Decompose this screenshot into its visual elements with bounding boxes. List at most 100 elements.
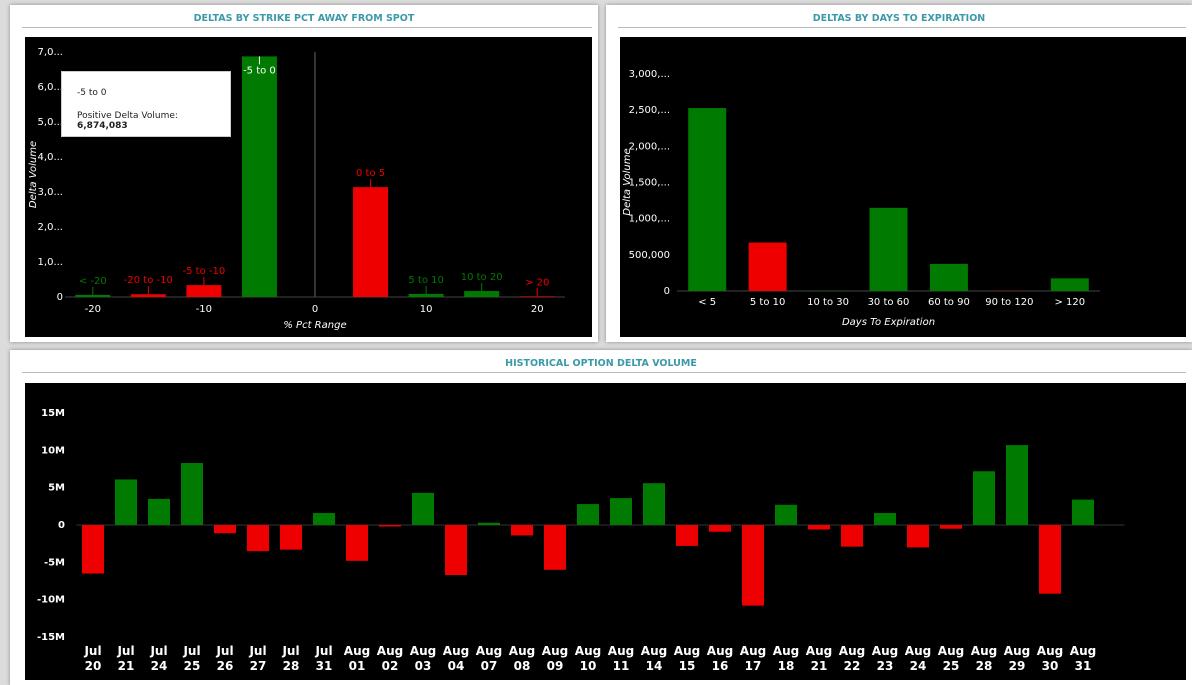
bar	[346, 525, 368, 561]
data-label: -5 to 0	[243, 65, 276, 76]
bar	[869, 207, 908, 291]
x-tick-label: Aug 15	[673, 644, 701, 673]
bar	[75, 294, 111, 297]
bar	[82, 525, 104, 574]
data-label: 5 to 10	[408, 275, 443, 286]
bar	[445, 525, 467, 576]
tooltip: -5 to 0 Positive Delta Volume: 6,874,083	[61, 71, 231, 137]
x-tick-label: Aug 21	[805, 644, 833, 673]
x-tick-label: 20	[531, 304, 544, 315]
y-tick-label: 500,000	[629, 250, 670, 261]
y-tick-label: 0	[58, 520, 65, 531]
tooltip-name: Positive Delta Volume:	[77, 111, 178, 121]
chart-title: DELTAS BY DAYS TO EXPIRATION	[812, 13, 986, 24]
x-tick-label: 60 to 90	[928, 297, 970, 308]
x-tick-label: -20	[85, 304, 101, 315]
chart: 0 500,000 1,000,... 1,500,... 2,000,... 2,500…	[622, 69, 1100, 328]
x-tick-label: Aug 22	[838, 644, 866, 673]
y-tick-label: 0	[57, 292, 63, 303]
x-tick-label: Jul 26	[216, 644, 234, 673]
data-label: -20 to -10	[124, 275, 173, 286]
y-axis-title: Delta Volume	[28, 141, 39, 208]
y-tick-label: 3,000,...	[629, 69, 670, 80]
y-tick-label: 2,000,...	[629, 141, 670, 152]
x-tick-label: Aug 25	[937, 644, 965, 673]
bar	[247, 525, 269, 552]
rule	[22, 372, 1186, 373]
x-tick-label: Aug 14	[640, 644, 668, 673]
rule	[22, 27, 592, 28]
x-tick-label: 5 to 10	[750, 297, 785, 308]
bar	[1072, 499, 1094, 525]
x-tick-label: 90 to 120	[985, 297, 1033, 308]
x-tick-label: Jul 24	[150, 644, 168, 673]
bar	[907, 525, 929, 548]
y-tick-label: -15M	[37, 632, 65, 643]
tooltip-row: Positive Delta Volume: 6,874,083	[77, 111, 230, 131]
bar	[241, 56, 277, 297]
bar	[313, 513, 335, 525]
bar	[115, 479, 137, 525]
x-tick-label: Aug 01	[343, 644, 371, 673]
y-axis-title: Delta Volume	[622, 148, 633, 215]
bar	[1039, 525, 1061, 594]
x-tick-label: Jul 20	[84, 644, 102, 673]
x-tick-label: 10	[420, 304, 433, 315]
bar	[577, 504, 599, 525]
bar	[408, 293, 444, 297]
x-tick-label: Jul 28	[282, 644, 300, 673]
x-tick-label: Aug 30	[1036, 644, 1064, 673]
bar	[1006, 445, 1028, 525]
x-tick-label: Aug 28	[970, 644, 998, 673]
x-tick-label: -10	[196, 304, 212, 315]
bar	[412, 492, 434, 525]
y-tick-label: 2,0...	[38, 222, 63, 233]
chart-title: HISTORICAL OPTION DELTA VOLUME	[505, 358, 697, 369]
rule	[618, 27, 1186, 28]
y-tick-label: 6,0...	[38, 82, 63, 93]
x-tick-label: > 120	[1054, 297, 1085, 308]
chart-area: 0 500,000 1,000,... 1,500,... 2,000,... 2,500…	[620, 37, 1186, 337]
x-tick-label: Aug 24	[904, 644, 932, 673]
y-tick-label: 1,0...	[38, 257, 63, 268]
bar	[643, 483, 665, 525]
chart: 0 1,0... 2,0... 3,0... 4,0... 5,0... 6,0... 7,0…	[28, 47, 565, 331]
x-tick-label: Aug 09	[541, 644, 569, 673]
bar	[353, 187, 389, 297]
chart-area: 0 1,0... 2,0... 3,0... 4,0... 5,0... 6,0... 7,0…	[25, 37, 592, 337]
bar	[544, 525, 566, 570]
x-tick-label: Aug 07	[475, 644, 503, 673]
x-tick-label: Aug 02	[376, 644, 404, 673]
x-tick-label: Aug 18	[772, 644, 800, 673]
bar	[808, 525, 830, 530]
y-tick-label: 4,0...	[38, 152, 63, 163]
x-axis-title: % Pct Range	[283, 320, 346, 331]
x-tick-label: Jul 31	[315, 644, 333, 673]
y-tick-label: 3,0...	[38, 187, 63, 198]
x-tick-label: Jul 25	[183, 644, 201, 673]
x-tick-label: Aug 17	[739, 644, 767, 673]
y-tick-label: -5M	[44, 557, 65, 568]
x-tick-label: Aug 04	[442, 644, 470, 673]
tooltip-category: -5 to 0	[77, 88, 107, 98]
panel: DELTAS BY STRIKE PCT AWAY FROM SPOT 0 1,0…	[10, 5, 598, 342]
data-label: < -20	[79, 276, 107, 287]
data-label: 0 to 5	[356, 168, 385, 179]
y-tick-label: 15M	[41, 408, 65, 419]
x-axis-title: Days To Expiration	[842, 317, 935, 328]
data-label: 10 to 20	[461, 272, 503, 283]
bar	[379, 525, 401, 527]
x-tick-label: Aug 03	[409, 644, 437, 673]
x-tick-label: Jul 21	[117, 644, 135, 673]
bar	[676, 525, 698, 546]
panel: DELTAS BY DAYS TO EXPIRATION 0 500,000 1,0…	[606, 5, 1192, 342]
x-tick-label: Aug 16	[706, 644, 734, 673]
bar	[181, 463, 203, 525]
bar	[280, 525, 302, 550]
panel: HISTORICAL OPTION DELTA VOLUME -15M -10M -…	[10, 350, 1192, 685]
x-tick-label: Aug 08	[508, 644, 536, 673]
x-tick-label: 10 to 30	[807, 297, 849, 308]
data-label: > 20	[525, 277, 549, 288]
x-tick-label: 30 to 60	[868, 297, 910, 308]
